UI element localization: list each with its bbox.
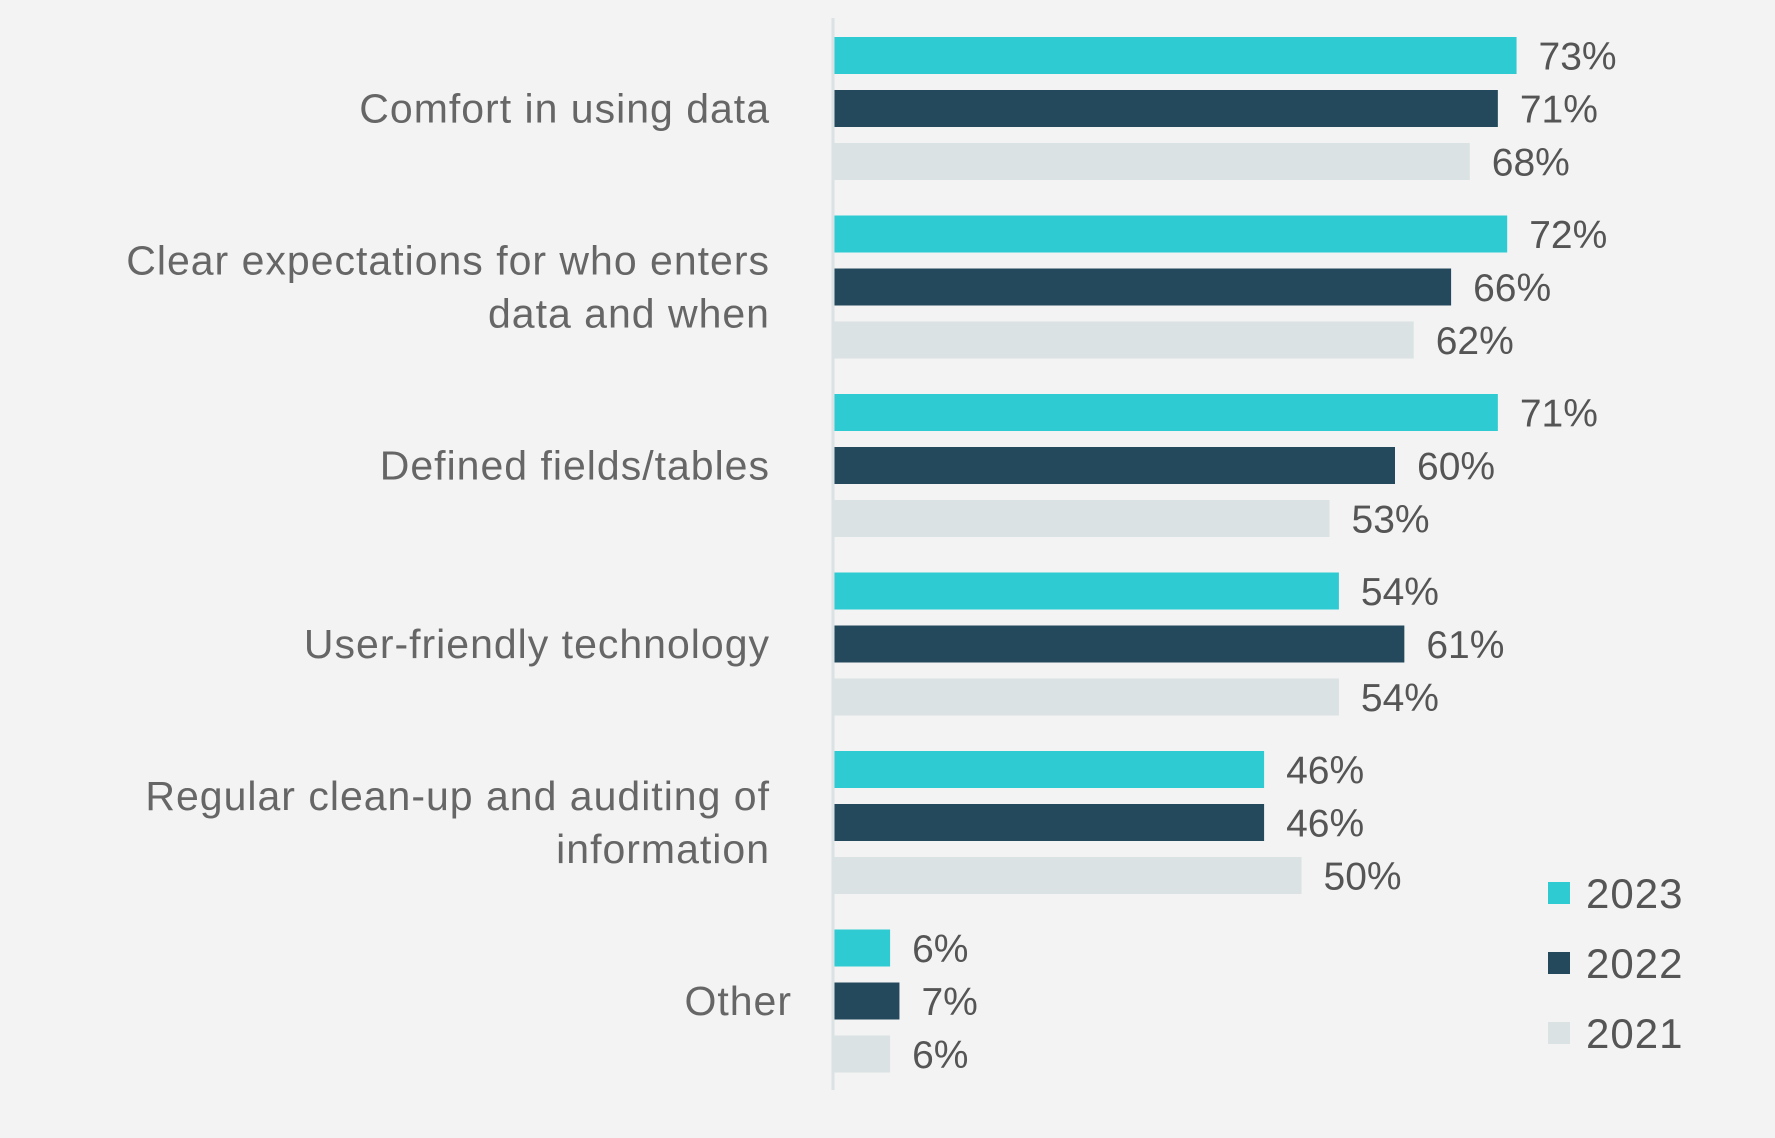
category-label-line: Comfort in using data <box>359 86 770 132</box>
category-label-line: data and when <box>488 291 770 337</box>
value-label: 62% <box>1436 320 1514 363</box>
category-label: Clear expectations for who enters data an… <box>126 238 770 337</box>
bar-2021 <box>834 321 1414 359</box>
category-label-line: User-friendly technology <box>304 621 770 667</box>
category-labels: Comfort in using data Clear expectations … <box>126 86 792 1025</box>
bar-2022 <box>834 90 1498 127</box>
bar-2022 <box>834 804 1265 841</box>
value-label: 54% <box>1361 571 1439 614</box>
value-label: 53% <box>1352 499 1430 542</box>
legend-label: 2021 <box>1586 1010 1683 1057</box>
legend-swatch-2023 <box>1548 882 1570 904</box>
category-label: Comfort in using data <box>359 86 770 132</box>
value-label: 73% <box>1539 36 1617 79</box>
bar-2023 <box>834 929 891 967</box>
value-label: 71% <box>1520 393 1598 436</box>
value-label: 66% <box>1473 267 1551 310</box>
category-label: User-friendly technology <box>304 621 770 667</box>
legend-label: 2023 <box>1586 870 1683 917</box>
category-label-line: Defined fields/tables <box>380 443 770 489</box>
bar-2022 <box>834 268 1452 306</box>
bar-2021 <box>834 500 1330 537</box>
value-label: 50% <box>1324 856 1402 899</box>
category-label: Other <box>684 978 792 1024</box>
bar-2021 <box>834 1035 891 1073</box>
value-label: 6% <box>912 928 968 971</box>
category-label-line: Regular clean-up and auditing of <box>145 773 770 819</box>
value-label: 68% <box>1492 142 1570 185</box>
bar-2021 <box>834 678 1339 716</box>
bar-2023 <box>834 751 1265 788</box>
value-label: 60% <box>1417 446 1495 489</box>
bar-2023 <box>834 215 1508 253</box>
bar-2022 <box>834 982 900 1020</box>
value-labels: 73%71%68%72%66%62%71%60%53%54%61%54%46%4… <box>912 36 1617 1078</box>
value-label: 6% <box>912 1034 968 1077</box>
bar-2023 <box>834 572 1339 610</box>
legend-swatch-2021 <box>1548 1022 1570 1044</box>
bars-layer <box>834 37 1517 1073</box>
bar-2021 <box>834 143 1470 180</box>
value-label: 71% <box>1520 89 1598 132</box>
bar-2021 <box>834 857 1302 894</box>
value-label: 46% <box>1286 803 1364 846</box>
value-label: 54% <box>1361 677 1439 720</box>
legend: 2023 2022 2021 <box>1548 870 1683 1057</box>
value-label: 46% <box>1286 750 1364 793</box>
value-label: 61% <box>1426 624 1504 667</box>
value-label: 7% <box>921 981 977 1024</box>
legend-swatch-2022 <box>1548 952 1570 974</box>
category-label-line: information <box>556 826 770 872</box>
value-label: 72% <box>1529 214 1607 257</box>
category-label: Defined fields/tables <box>380 443 770 489</box>
bar-2022 <box>834 625 1405 663</box>
category-label-line: Other <box>684 978 792 1024</box>
bar-2023 <box>834 394 1498 431</box>
bar-2023 <box>834 37 1517 74</box>
category-label-line: Clear expectations for who enters <box>126 238 770 284</box>
bar-2022 <box>834 447 1395 484</box>
legend-label: 2022 <box>1586 940 1683 987</box>
category-label: Regular clean-up and auditing of informat… <box>145 773 770 872</box>
